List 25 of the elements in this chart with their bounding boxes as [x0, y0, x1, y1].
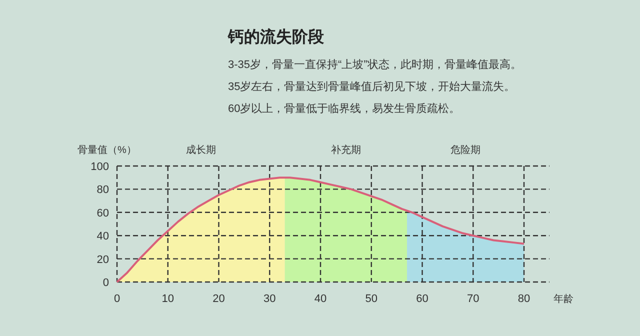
x-tick-label: 60: [416, 293, 428, 305]
chart-title: 钙的流失阶段: [227, 27, 325, 46]
x-tick-label: 40: [314, 293, 327, 305]
text: 3-35岁，骨量一直保持“上坡”状态，此时期，骨量峰值最高。: [228, 58, 522, 71]
line-series: [116, 176, 525, 283]
x-tick-label: 20: [212, 293, 225, 305]
x-tick-label: 10: [162, 293, 174, 305]
band-label: 成长期: [186, 144, 216, 156]
y-tick-label: 60: [96, 207, 109, 220]
y-tick-label: 100: [90, 161, 109, 173]
x-tick-label: 50: [365, 293, 378, 305]
x-axis-title: 年龄: [553, 293, 574, 305]
y-axis-title: 骨量值（%）: [78, 145, 136, 156]
text: 60岁以上，骨量低于临界线，易发生骨质疏松。: [228, 102, 460, 115]
text: 35岁左右，骨量达到骨量峰值后初见下坡，开始大量流失。: [228, 80, 516, 93]
y-tick-label: 80: [96, 184, 109, 196]
x-tick-label: 80: [518, 293, 530, 305]
y-tick-label: 20: [96, 254, 109, 266]
y-tick-label: 0: [102, 277, 109, 289]
band-label: 补充期: [330, 144, 361, 156]
band-label: 危险期: [450, 144, 480, 156]
x-tick-label: 0: [114, 293, 120, 305]
x-tick-label: 30: [264, 293, 276, 305]
x-tick-label: 70: [467, 293, 480, 305]
y-tick-label: 40: [96, 230, 109, 243]
